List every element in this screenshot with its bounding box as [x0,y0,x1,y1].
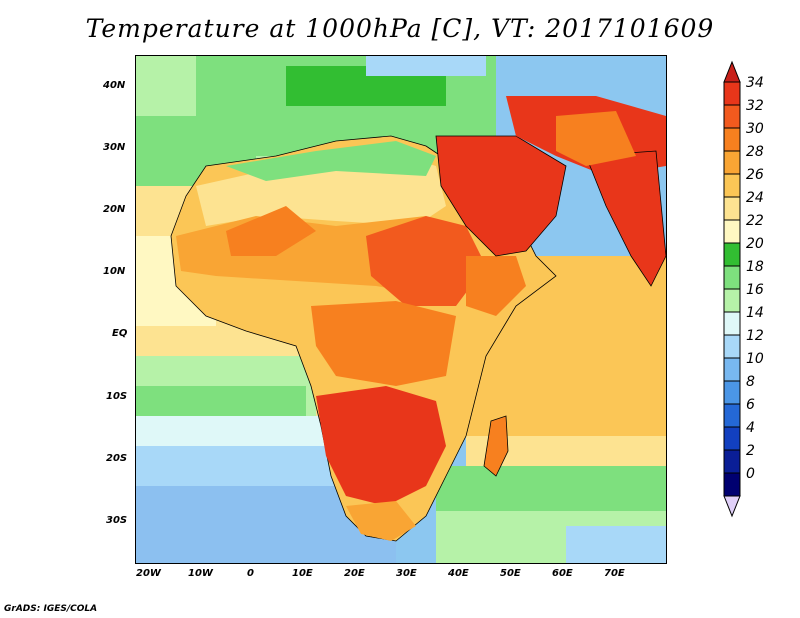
colorbar-swatch-8-10 [723,357,741,382]
colorbar-label-16: 16 [746,282,764,298]
mali-hotspot [226,206,316,256]
lat-label-30n: 30N [103,142,126,153]
india [585,150,666,287]
colorbar-label-0: 0 [746,466,755,482]
atlantic-light-band [136,416,326,446]
map-title: Temperature at 1000hPa [C], VT: 20171016… [85,14,715,43]
lon-label-50e: 50E [500,568,521,579]
black-sea-cool [366,56,486,76]
iran-region [556,111,636,166]
lon-label-10w: 10W [188,568,213,579]
colorbar-swatch-6-8 [723,380,741,405]
lon-label-0: 0 [247,568,254,579]
colorbar-swatch-16-18 [723,265,741,290]
southern-africa-hot [316,386,446,506]
central-africa [311,301,456,386]
colorbar-swatch-26-28 [723,150,741,175]
lon-label-30e: 30E [396,568,417,579]
lat-label-30s: 30S [106,515,128,526]
colorbar-label-30: 30 [746,121,764,137]
lon-label-70e: 70E [604,568,625,579]
colorbar-label-24: 24 [746,190,764,206]
lon-label-10e: 10E [292,568,313,579]
horn-of-africa [466,256,526,316]
colorbar-swatch-20-22 [723,219,741,244]
colorbar-top-arrow [723,60,741,83]
lat-label-10s: 10S [106,391,128,402]
colorbar-bottom-arrow [723,495,741,518]
colorbar-swatch-below-0 [723,472,741,497]
colorbar-swatches [723,60,741,518]
colorbar-swatch-12-14 [723,311,741,336]
colorbar-swatch-18-20 [723,242,741,267]
colorbar-label-10: 10 [746,351,764,367]
far-southern-ocean [566,526,666,563]
colorbar-swatch-14-16 [723,288,741,313]
indian-ocean-green [436,466,666,516]
lon-label-20w: 20W [136,568,161,579]
colorbar-swatch-2-4 [723,426,741,451]
colorbar-label-2: 2 [746,443,755,459]
colorbar-label-14: 14 [746,305,764,321]
colorbar-swatch-32-34 [723,81,741,106]
colorbar-swatch-24-26 [723,173,741,198]
colorbar-label-20: 20 [746,236,764,252]
lat-label-eq: EQ [112,328,128,339]
lat-label-20n: 20N [103,204,126,215]
colorbar-swatch-28-30 [723,127,741,152]
lon-label-60e: 60E [552,568,573,579]
maghreb-green [226,141,436,181]
grads-credit: GrADS: IGES/COLA [4,604,98,614]
colorbar-label-26: 26 [746,167,764,183]
colorbar-label-22: 22 [746,213,764,229]
sudan-hot [366,216,486,306]
lon-label-20e: 20E [344,568,365,579]
lat-label-20s: 20S [106,453,128,464]
colorbar-swatch-10-12 [723,334,741,359]
colorbar-label-12: 12 [746,328,764,344]
lon-label-40e: 40E [448,568,469,579]
colorbar-label-4: 4 [746,420,755,436]
temperature-map [135,55,667,564]
colorbar-label-32: 32 [746,98,764,114]
colorbar-label-18: 18 [746,259,764,275]
colorbar-swatch-30-32 [723,104,741,129]
colorbar-label-8: 8 [746,374,755,390]
colorbar-swatch-22-24 [723,196,741,221]
south-africa-tip [346,501,416,541]
colorbar [722,60,742,564]
map-canvas [136,56,666,563]
lat-label-40n: 40N [103,80,126,91]
colorbar-label-28: 28 [746,144,764,160]
colorbar-label-6: 6 [746,397,755,413]
madagascar [483,415,509,477]
colorbar-swatch-4-6 [723,403,741,428]
colorbar-label-34: 34 [746,75,764,91]
arabian-peninsula [435,135,567,257]
lat-label-10n: 10N [103,266,126,277]
colorbar-swatch-0-2 [723,449,741,474]
